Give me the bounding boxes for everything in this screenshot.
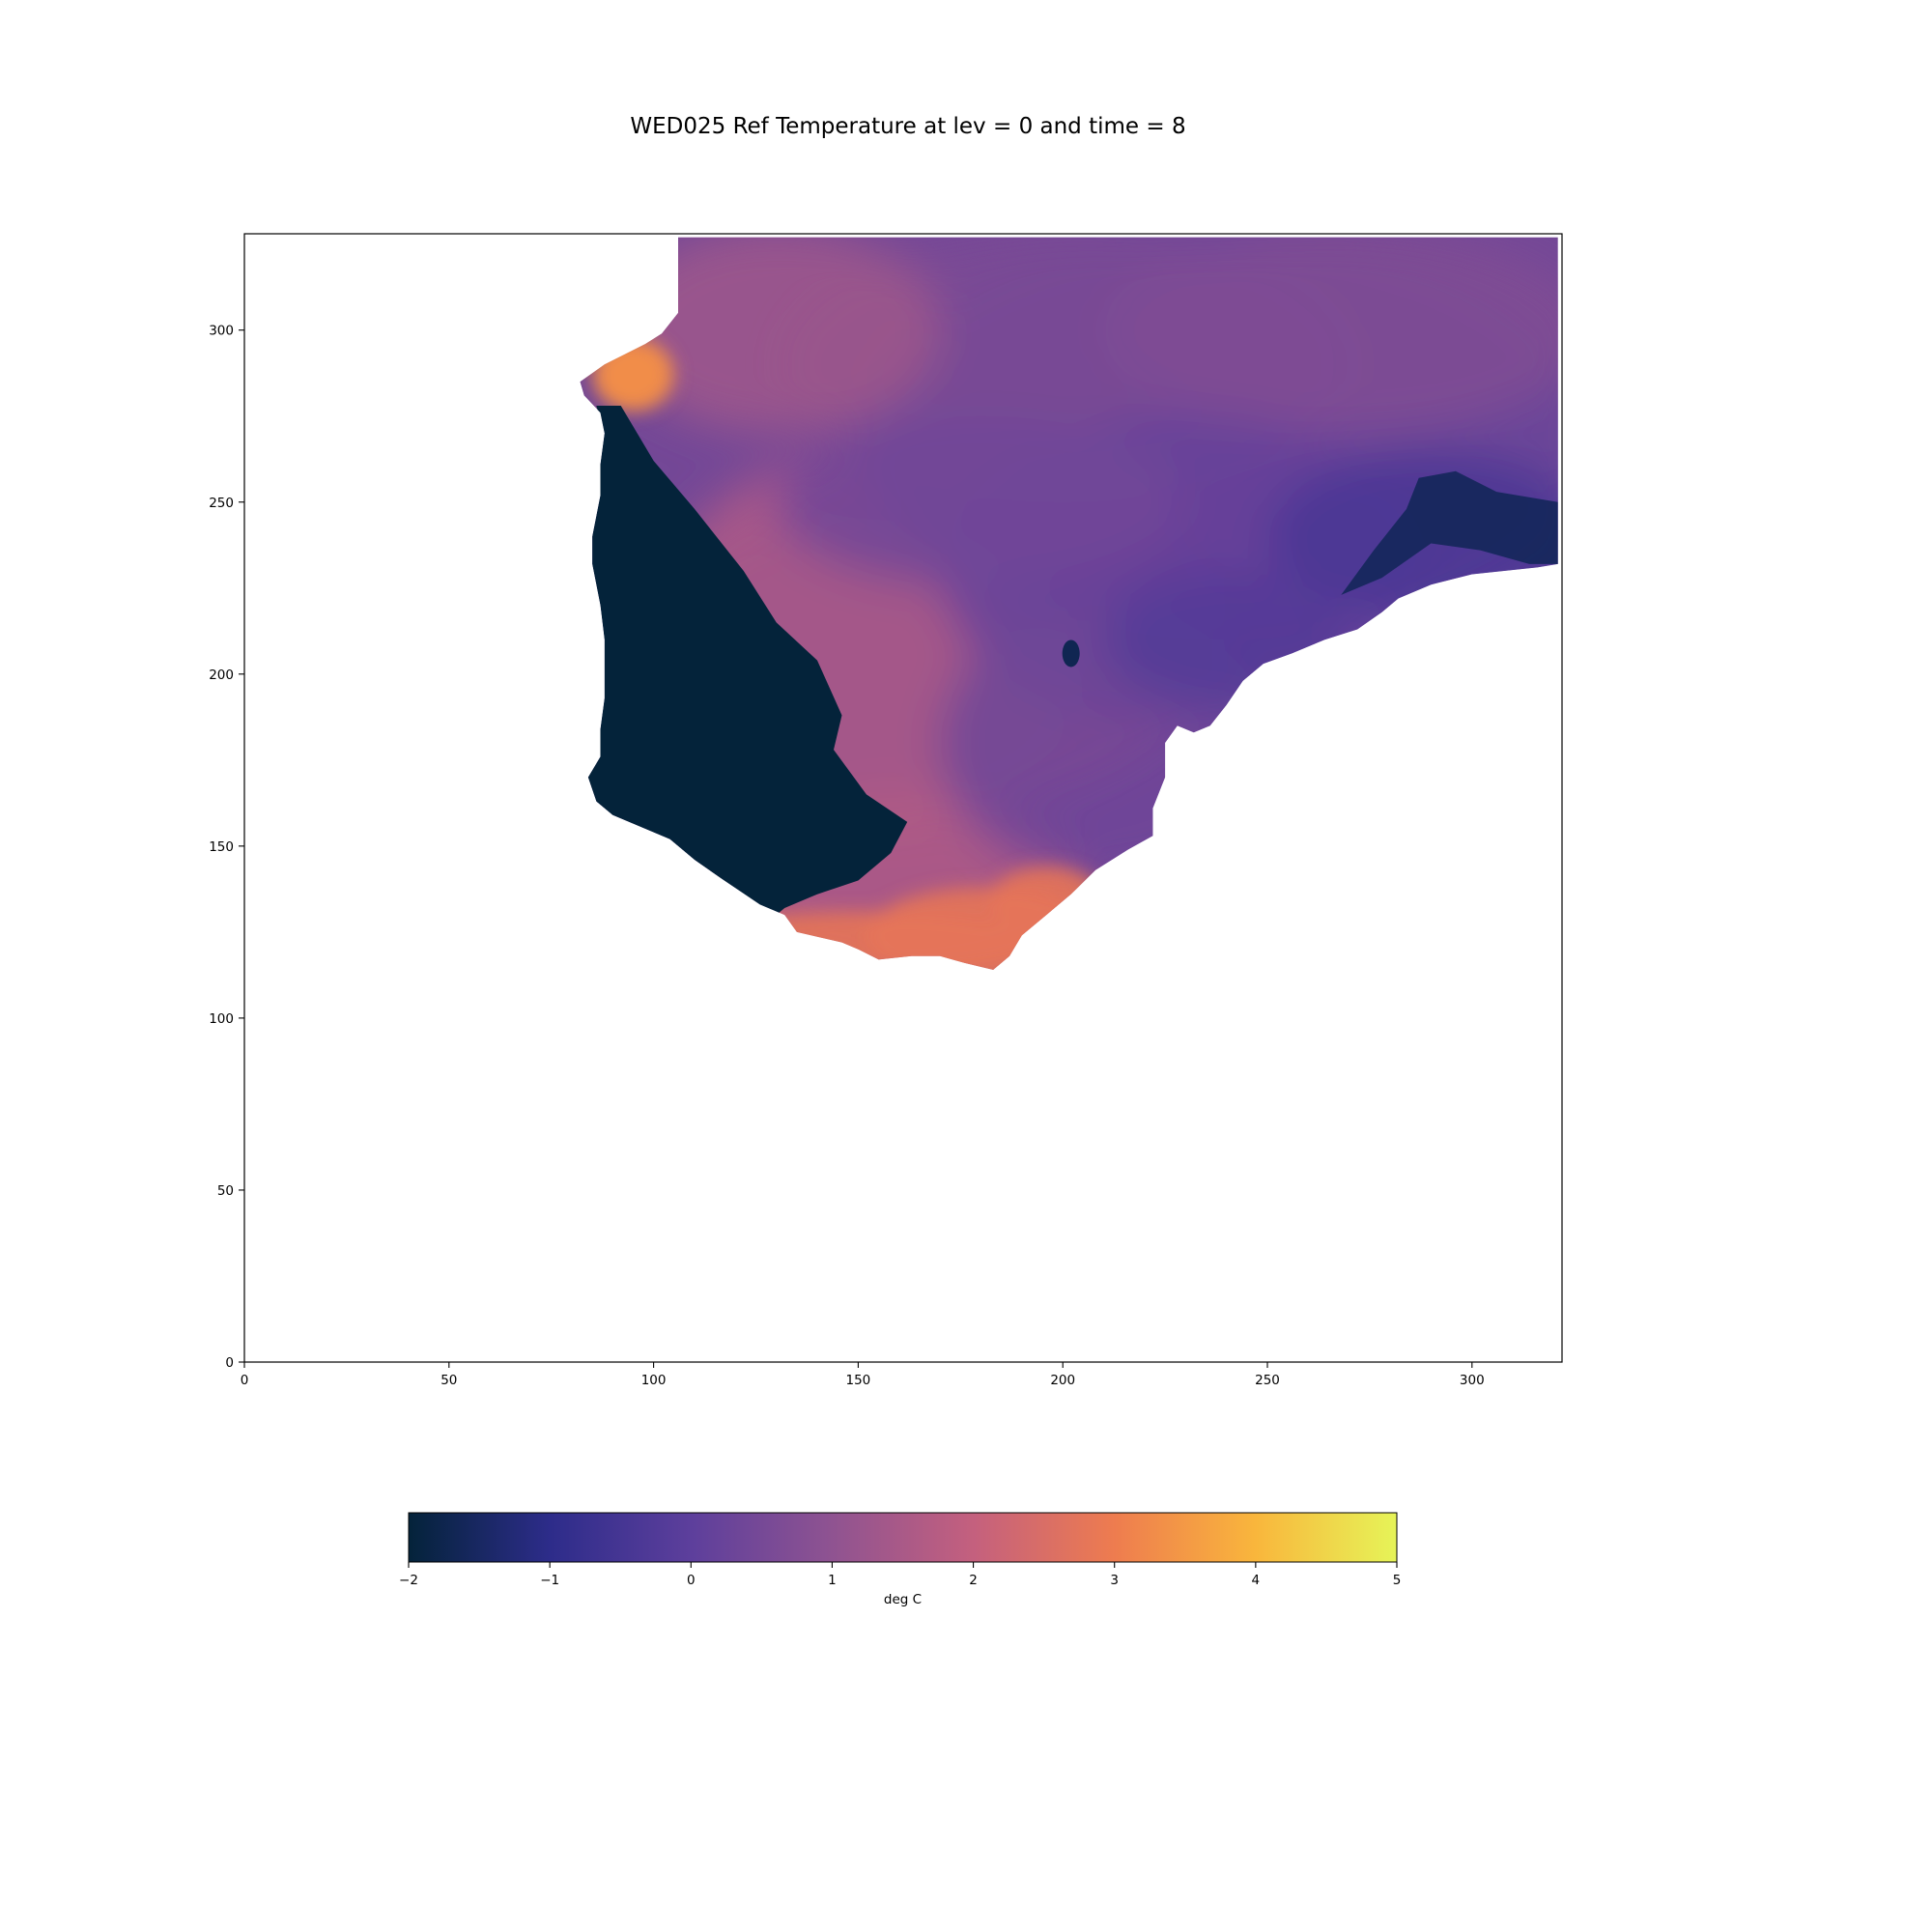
x-axis: 0 50 100 150 200 250 300	[241, 1362, 1485, 1388]
colorbar-tick-label: 5	[1393, 1573, 1402, 1588]
y-tick-label: 0	[225, 1355, 234, 1371]
temperature-blob	[612, 237, 941, 434]
temperature-blob	[776, 415, 1186, 588]
y-tick-label: 150	[209, 839, 234, 855]
y-tick-label: 300	[209, 324, 234, 339]
colorbar-tick-label: 3	[1110, 1573, 1119, 1588]
x-tick-label: 250	[1255, 1373, 1280, 1388]
y-axis: 0 50 100 150 200 250 300	[209, 324, 244, 1371]
x-tick-label: 50	[440, 1373, 457, 1388]
y-tick-label: 100	[209, 1011, 234, 1027]
x-tick-label: 100	[641, 1373, 667, 1388]
x-tick-label: 200	[1050, 1373, 1075, 1388]
y-tick-label: 50	[217, 1183, 234, 1199]
colorbar: −2 −1 0 1 2 3 4 5 deg C	[399, 1512, 1401, 1607]
colorbar-tick-label: −2	[399, 1573, 418, 1588]
colorbar-gradient	[408, 1512, 1398, 1563]
colorbar-tick-label: 0	[687, 1573, 696, 1588]
colorbar-tick-label: 4	[1252, 1573, 1261, 1588]
plot-area	[243, 233, 1563, 1363]
temperature-blob	[1103, 237, 1558, 434]
x-tick-label: 150	[846, 1373, 871, 1388]
cold-shelf-west	[587, 406, 908, 923]
colorbar-tick-label: −1	[540, 1573, 559, 1588]
colorbar-tick-label: 2	[969, 1573, 978, 1588]
colorbar-tick-label: 1	[828, 1573, 837, 1588]
colorbar-ticks: −2 −1 0 1 2 3 4 5	[399, 1562, 1401, 1588]
cold-eddy	[1062, 639, 1080, 668]
warm-northwest-corner	[592, 338, 674, 412]
axes-frame	[243, 233, 1563, 1363]
colorbar-label: deg C	[884, 1592, 922, 1607]
y-tick-label: 200	[209, 668, 234, 683]
temperature-field	[580, 237, 1558, 971]
cold-coastal-east	[1341, 470, 1558, 595]
chart-title: WED025 Ref Temperature at lev = 0 and ti…	[630, 114, 1186, 139]
x-tick-label: 0	[241, 1373, 249, 1388]
y-tick-label: 250	[209, 496, 234, 511]
x-tick-label: 300	[1460, 1373, 1485, 1388]
temperature-blob	[1103, 570, 1350, 709]
warm-southern-coast	[988, 867, 1104, 936]
